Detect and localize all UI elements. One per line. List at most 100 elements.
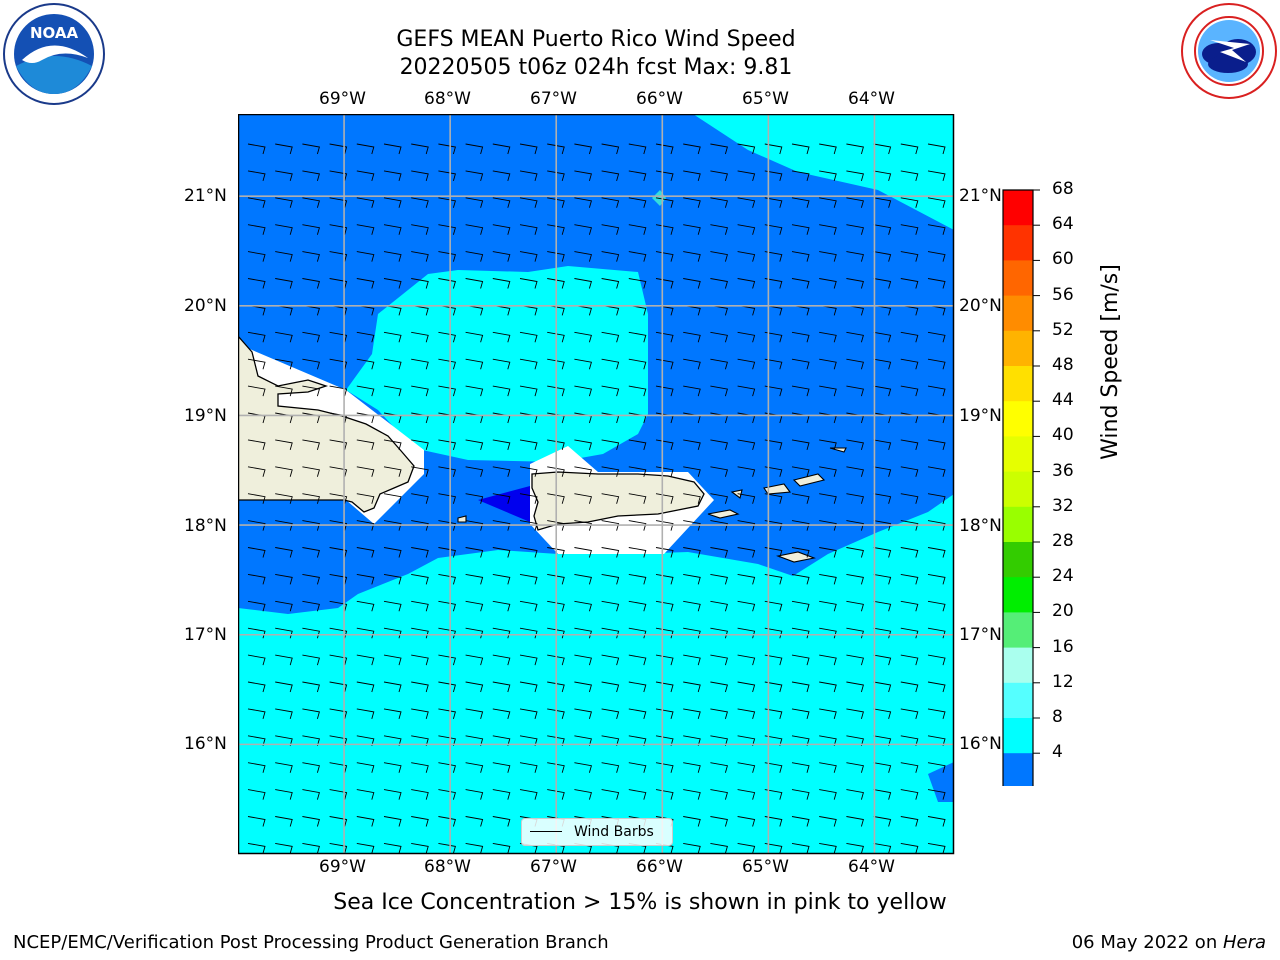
wind-barb bbox=[791, 251, 810, 262]
wind-barb bbox=[247, 143, 266, 155]
wind-barb bbox=[356, 466, 375, 477]
wind-barb bbox=[873, 278, 892, 289]
wind-barb bbox=[411, 251, 429, 262]
wind-barb bbox=[683, 520, 701, 531]
wind-barb bbox=[438, 143, 456, 155]
wind-barb bbox=[819, 251, 837, 262]
wind-barb bbox=[465, 816, 484, 827]
lon-label-bottom-64w: 64°W bbox=[848, 857, 895, 877]
wind-barb bbox=[383, 466, 402, 477]
wind-barb bbox=[275, 331, 293, 343]
wind-barb bbox=[438, 708, 456, 720]
wind-barb bbox=[356, 143, 375, 155]
wind-barb bbox=[846, 789, 864, 800]
wind-barb bbox=[383, 842, 402, 854]
wind-barb bbox=[601, 600, 620, 612]
wind-barb bbox=[247, 762, 266, 773]
wind-barb bbox=[791, 735, 810, 746]
wind-barb bbox=[710, 816, 728, 827]
wind-barb bbox=[275, 789, 293, 800]
wind-barb bbox=[438, 789, 456, 800]
wind-barb bbox=[438, 466, 456, 477]
wind-barb bbox=[383, 520, 402, 531]
wind-barb bbox=[492, 520, 511, 531]
wind-barb bbox=[873, 170, 892, 182]
wind-barb bbox=[601, 520, 620, 531]
wind-barb bbox=[873, 197, 892, 208]
wind-barb bbox=[601, 466, 620, 477]
wind-barb bbox=[737, 466, 756, 477]
wind-barb bbox=[519, 789, 538, 800]
colorbar-band bbox=[1003, 471, 1033, 508]
wind-barb bbox=[710, 547, 728, 558]
wind-barb bbox=[927, 627, 946, 639]
wind-barb bbox=[601, 735, 620, 746]
wind-barb bbox=[411, 842, 429, 854]
wind-barb bbox=[819, 143, 837, 155]
wind-barb bbox=[683, 735, 701, 746]
wind-barb bbox=[329, 439, 348, 451]
wind-barb bbox=[737, 708, 756, 720]
lon-label-bottom-65w: 65°W bbox=[742, 857, 789, 877]
wind-barb bbox=[519, 439, 538, 451]
wind-barb bbox=[900, 224, 919, 235]
wind-barb bbox=[683, 573, 701, 585]
wind-barb bbox=[737, 170, 756, 182]
wind-barb bbox=[519, 708, 538, 720]
graticule bbox=[238, 114, 954, 854]
wind-barb bbox=[302, 654, 320, 666]
wind-barb bbox=[411, 762, 429, 773]
wind-barb bbox=[574, 735, 592, 746]
wind-barb bbox=[383, 654, 402, 666]
wind-barb bbox=[791, 143, 810, 155]
wind-barb bbox=[329, 197, 348, 208]
wind-barb bbox=[275, 681, 293, 693]
wind-barb bbox=[465, 358, 484, 370]
lon-label-top-65w: 65°W bbox=[742, 89, 789, 109]
wind-barb bbox=[492, 627, 511, 639]
wind-barb bbox=[302, 681, 320, 693]
wind-barb bbox=[873, 735, 892, 746]
wind-barb bbox=[275, 708, 293, 720]
wind-barb bbox=[492, 493, 511, 504]
wind-barb bbox=[900, 654, 919, 666]
wind-barb bbox=[547, 627, 565, 639]
wind-barb bbox=[710, 439, 728, 451]
wind-barb bbox=[492, 681, 511, 693]
wind-barb bbox=[275, 493, 293, 504]
wind-barb bbox=[628, 573, 647, 585]
wind-barb bbox=[819, 842, 837, 854]
wind-barb bbox=[574, 600, 592, 612]
wind-barb bbox=[519, 224, 538, 235]
wind-barb bbox=[465, 681, 484, 693]
wind-barb bbox=[492, 143, 511, 155]
wind-barb bbox=[356, 600, 375, 612]
wind-barb bbox=[383, 600, 402, 612]
wind-barb bbox=[547, 654, 565, 666]
wind-barb bbox=[547, 708, 565, 720]
wind-barb bbox=[846, 466, 864, 477]
wind-barb bbox=[764, 708, 783, 720]
wind-barb bbox=[710, 520, 728, 531]
wind-barb bbox=[329, 466, 348, 477]
wind-barb bbox=[465, 735, 484, 746]
wind-barb bbox=[819, 170, 837, 182]
lon-label-top-64w: 64°W bbox=[848, 89, 895, 109]
wind-barb bbox=[628, 251, 647, 262]
wind-barb bbox=[519, 627, 538, 639]
colorbar-tick-label: 24 bbox=[1052, 566, 1074, 587]
wind-barb bbox=[438, 439, 456, 451]
wind-barb bbox=[275, 251, 293, 262]
wind-barb bbox=[601, 573, 620, 585]
wind-barb bbox=[873, 358, 892, 370]
lat-label-left-16n: 16°N bbox=[184, 734, 227, 754]
wind-barb bbox=[927, 439, 946, 451]
wind-barb bbox=[492, 278, 511, 289]
wind-barb bbox=[492, 762, 511, 773]
colorbar-band bbox=[1003, 295, 1033, 332]
wind-barb bbox=[247, 816, 266, 827]
wind-barb bbox=[383, 278, 402, 289]
wind-barb bbox=[492, 708, 511, 720]
wind-barb bbox=[356, 708, 375, 720]
wind-barb bbox=[873, 493, 892, 504]
